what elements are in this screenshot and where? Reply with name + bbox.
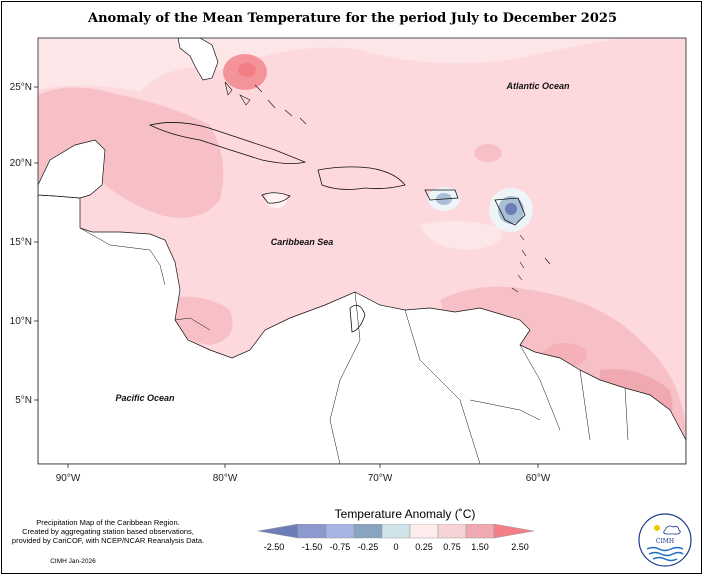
axis-ticks — [34, 86, 539, 468]
credits-line: Created by aggregating station based obs… — [22, 527, 194, 536]
colorbar-tick-label: -0.75 — [330, 542, 351, 552]
colorbar-segment — [381, 524, 411, 539]
colorbar-tick-label: -1.50 — [302, 542, 323, 552]
bahamas-islands — [224, 81, 307, 125]
colorbar-segment — [493, 524, 535, 539]
colorbar-tick-label: 1.50 — [471, 542, 489, 552]
wave-icon — [646, 546, 684, 552]
credits-block: Precipitation Map of the Caribbean Regio… — [8, 518, 208, 545]
cool-core-guadeloupe — [505, 203, 517, 215]
country-borders — [79, 227, 629, 464]
warm-spot-atlantic — [474, 144, 502, 162]
x-tick-label: 70°W — [368, 473, 393, 484]
florida-land — [177, 38, 219, 81]
colorbar-tick-label: 0 — [393, 542, 398, 552]
warm-band-yucatan — [38, 87, 224, 218]
cloud-icon — [663, 525, 681, 535]
colorbar-tick-label: -2.50 — [264, 542, 285, 552]
y-tick-label: 20°N — [10, 158, 32, 169]
pale-anomaly-east — [420, 220, 502, 250]
warm-band-panama — [160, 296, 233, 345]
colorbar-segment — [437, 524, 467, 539]
cuba-outline — [148, 122, 307, 164]
wave-icon — [652, 556, 678, 562]
lesser-antilles — [511, 234, 551, 293]
colorbar-segment — [325, 524, 355, 539]
x-tick-label: 90°W — [56, 473, 81, 484]
wave-icon — [648, 551, 684, 557]
colorbar-segment — [409, 524, 439, 539]
hispaniola-outline — [317, 166, 406, 190]
y-tick-label: 10°N — [10, 316, 32, 327]
colorbar-segment — [297, 524, 327, 539]
credits-line: Precipitation Map of the Caribbean Regio… — [36, 518, 180, 527]
puertorico-outline — [424, 189, 459, 201]
cimh-logo: CIMH — [638, 513, 692, 567]
colorbar: -2.50 -1.50 -0.75 -0.25 0 0.25 0.75 1.50 2.50 — [257, 524, 535, 552]
plot-border — [37, 37, 687, 465]
colorbar-segment — [465, 524, 495, 539]
pale-spot-jamaica — [265, 192, 287, 208]
map-title: Anomaly of the Mean Temperature for the … — [87, 11, 617, 26]
pacific-ocean-label: Pacific Ocean — [115, 393, 175, 403]
y-tick-label: 5°N — [15, 395, 32, 406]
pale-anomaly-north — [38, 38, 620, 92]
credits-line: provided by CariCOF, with NCEP/NCAR Rean… — [11, 536, 205, 545]
maracaibo-outline — [349, 304, 366, 333]
colorbar-tick-label: -0.25 — [358, 542, 379, 552]
guadeloupe-outline — [494, 197, 526, 226]
y-tick-label: 15°N — [10, 237, 32, 248]
caribbean-sea-label: Caribbean Sea — [271, 237, 334, 247]
sun-icon — [654, 525, 660, 531]
colorbar-tick-label: 0.75 — [443, 542, 461, 552]
y-tick-label: 25°N — [10, 82, 32, 93]
warm-core-bahamas — [238, 63, 256, 77]
x-tick-label: 60°W — [526, 473, 551, 484]
colorbar-segment — [353, 524, 383, 539]
colorbar-title: Temperature Anomaly (˚C) — [334, 507, 476, 521]
colorbar-segment — [257, 524, 299, 539]
atlantic-ocean-label: Atlantic Ocean — [505, 81, 570, 91]
mainland-land — [38, 194, 686, 464]
colorbar-tick-label: 0.25 — [415, 542, 433, 552]
credit-stamp: CIMH Jan-2026 — [50, 558, 96, 565]
x-tick-label: 80°W — [213, 473, 238, 484]
jamaica-outline — [261, 192, 291, 204]
yucatan-land — [38, 139, 106, 199]
logo-text: CIMH — [656, 538, 674, 545]
colorbar-tick-label: 2.50 — [511, 542, 529, 552]
